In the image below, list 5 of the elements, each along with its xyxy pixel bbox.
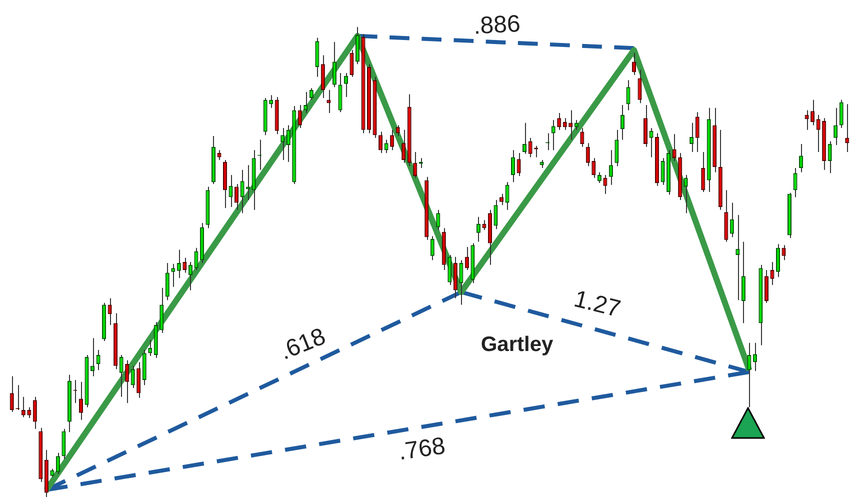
annotation: Gartley (480, 332, 554, 356)
annotation: .768 (396, 432, 447, 466)
annotation: 1.27 (571, 285, 624, 323)
annotation: .886 (472, 10, 521, 40)
annotation: .618 (276, 322, 330, 366)
